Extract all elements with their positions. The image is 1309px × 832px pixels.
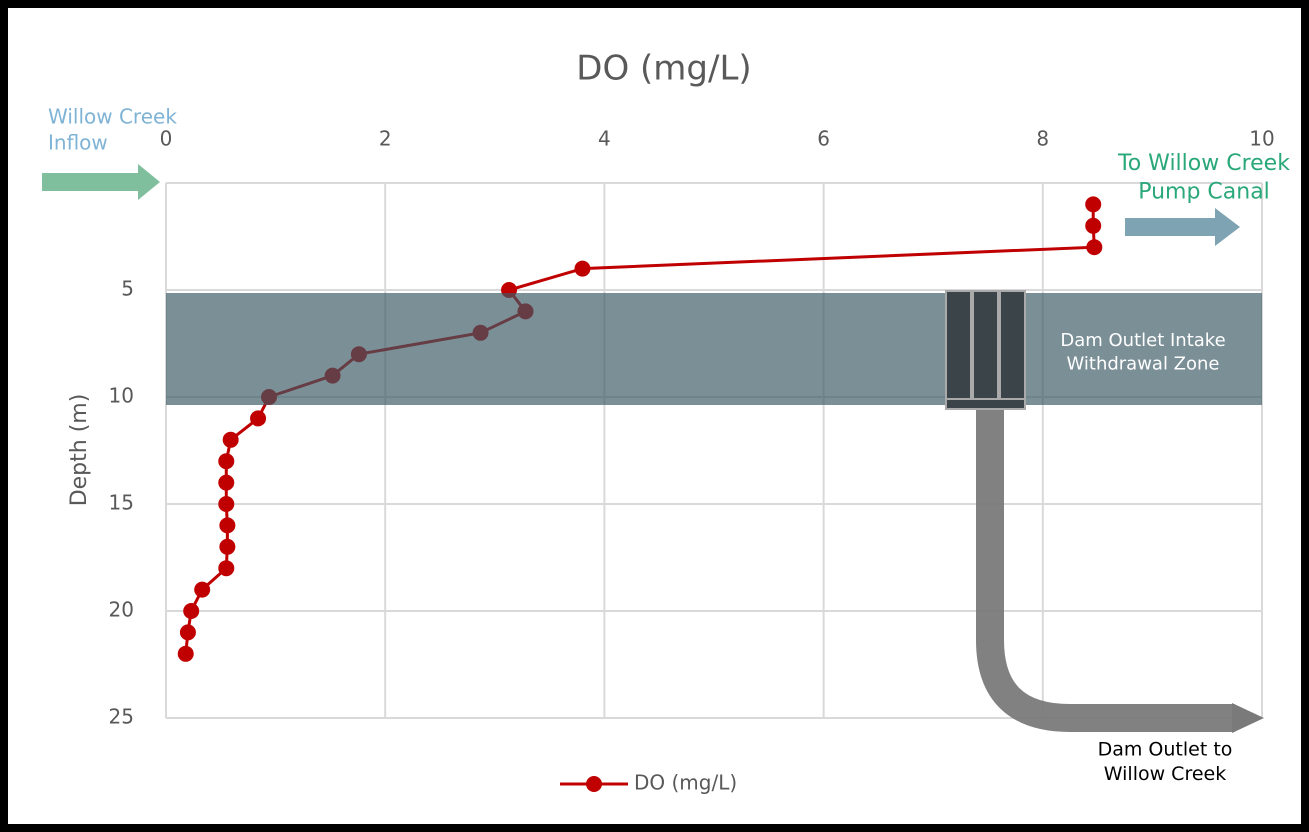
annotation: Inflow bbox=[48, 131, 108, 155]
x-tick-label: 0 bbox=[160, 127, 173, 151]
annotation: Willow Creek bbox=[48, 105, 177, 129]
data-point bbox=[222, 431, 239, 448]
data-point bbox=[183, 603, 200, 619]
intake-bay bbox=[972, 290, 999, 400]
legend-label: DO (mg/L) bbox=[634, 771, 737, 795]
y-axis-label: Depth (m) bbox=[67, 394, 92, 507]
canal-arrow bbox=[1125, 208, 1240, 246]
legend-marker bbox=[586, 776, 602, 792]
intake-bay bbox=[945, 290, 972, 400]
x-tick-label: 8 bbox=[1036, 127, 1049, 151]
data-point bbox=[218, 474, 235, 491]
data-point bbox=[194, 581, 211, 598]
annotation: To Willow Creek bbox=[1117, 151, 1290, 176]
x-tick-label: 6 bbox=[817, 127, 830, 151]
data-point bbox=[177, 645, 194, 662]
data-point bbox=[219, 538, 236, 555]
data-point bbox=[179, 624, 196, 641]
outlet-pipe bbox=[976, 410, 1235, 732]
data-point bbox=[218, 560, 235, 577]
data-point bbox=[218, 453, 235, 470]
x-tick-label: 2 bbox=[379, 127, 392, 151]
intake-base bbox=[945, 398, 1026, 410]
data-point bbox=[574, 260, 591, 277]
data-line bbox=[184, 204, 1096, 654]
intake-structure bbox=[945, 290, 1026, 410]
data-point bbox=[1086, 239, 1103, 256]
outlet-arrowhead bbox=[1232, 703, 1264, 733]
chart-title: DO (mg/L) bbox=[576, 49, 751, 89]
withdrawal-zone bbox=[166, 293, 1262, 405]
annotation: Withdrawal Zone bbox=[1066, 353, 1219, 374]
annotation: Pump Canal bbox=[1138, 180, 1270, 205]
panel bbox=[8, 8, 1301, 824]
data-point bbox=[1085, 196, 1102, 213]
y-tick-label: 20 bbox=[109, 598, 134, 622]
data-point bbox=[1085, 217, 1102, 234]
annotation: Dam Outlet Intake bbox=[1060, 330, 1225, 351]
annotation: Dam Outlet to bbox=[1098, 739, 1233, 761]
intake-bay bbox=[999, 290, 1026, 400]
y-tick-label: 25 bbox=[109, 705, 134, 729]
x-tick-label: 10 bbox=[1249, 127, 1274, 151]
data-point bbox=[218, 496, 235, 512]
y-tick-label: 5 bbox=[121, 277, 134, 301]
data-point bbox=[219, 517, 236, 534]
x-tick-label: 4 bbox=[598, 127, 611, 151]
y-tick-label: 10 bbox=[109, 384, 134, 408]
annotation: Willow Creek bbox=[1104, 763, 1226, 785]
y-tick-label: 15 bbox=[109, 491, 134, 515]
data-point bbox=[250, 410, 267, 427]
inflow-arrow bbox=[42, 164, 160, 200]
